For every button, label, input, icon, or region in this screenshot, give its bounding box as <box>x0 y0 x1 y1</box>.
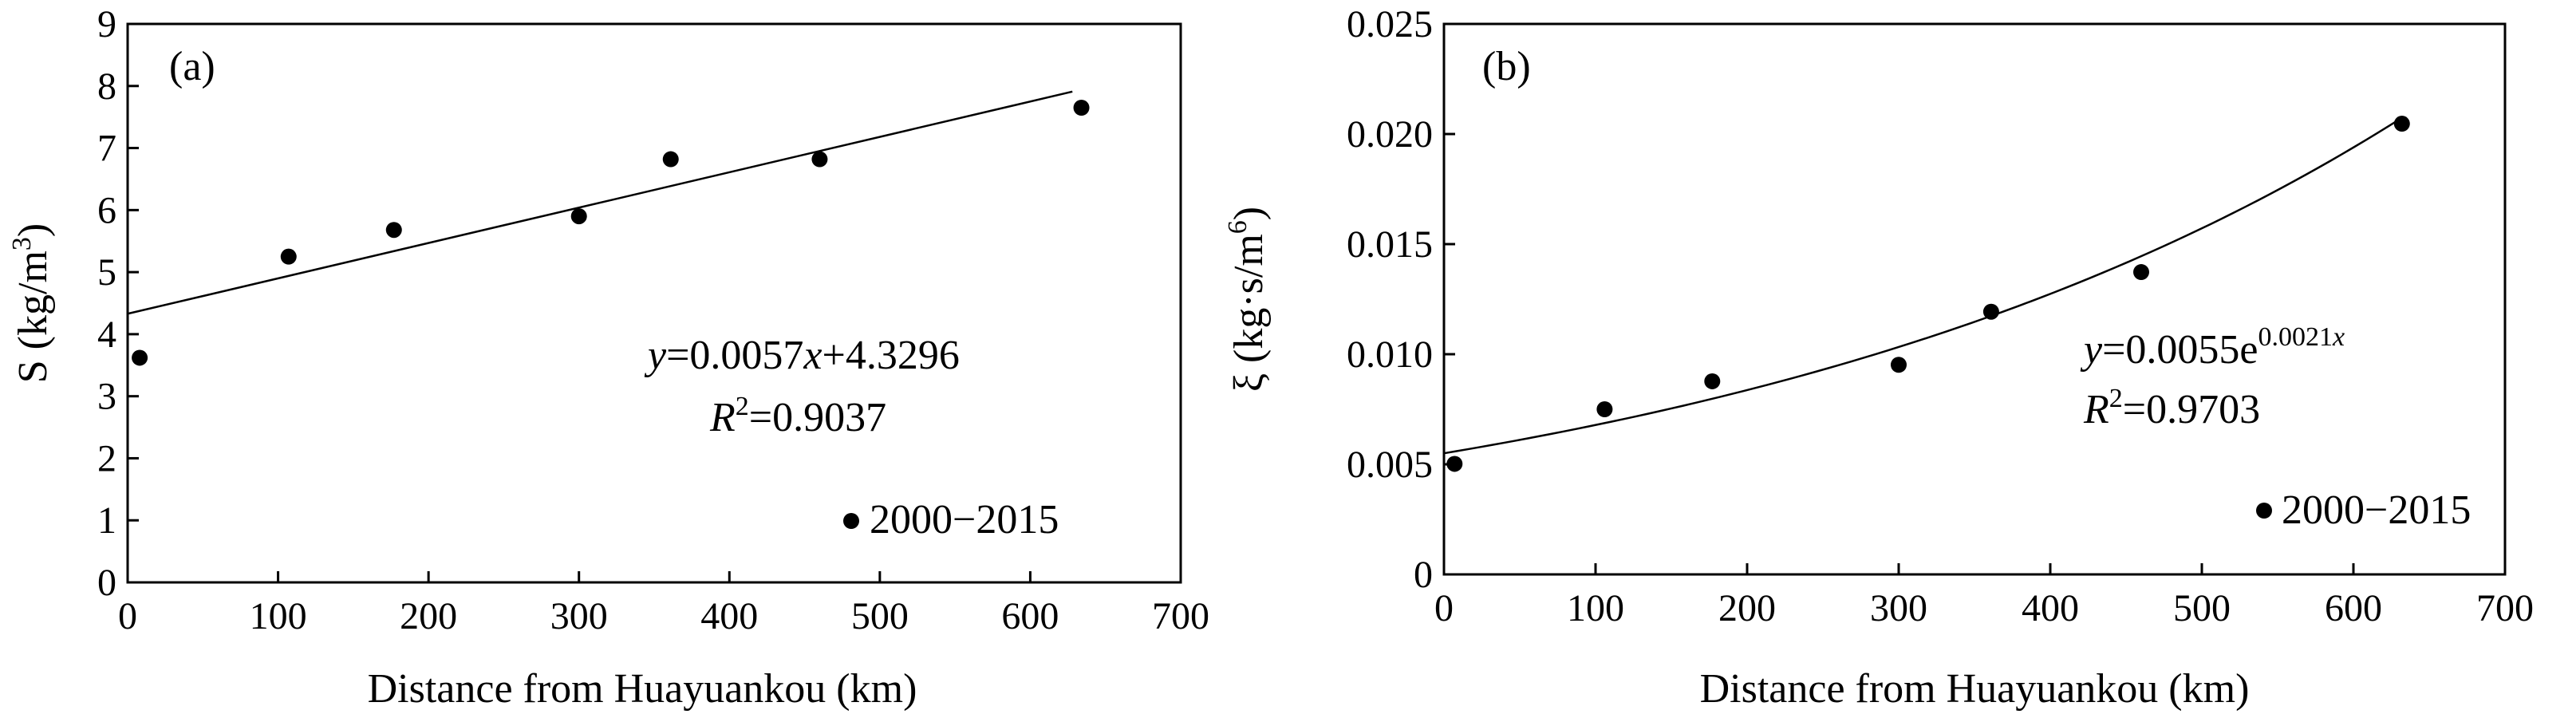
y-tick-label: 0.005 <box>1347 444 1433 486</box>
y-tick-label: 8 <box>97 65 116 108</box>
x-axis-ticks-a: 0 100 200 300 400 500 600 700 <box>118 571 1209 637</box>
regression-curve <box>1443 116 2403 455</box>
y-axis-label-a: S (kg/m3) <box>7 223 56 383</box>
y-axis-label-b: ξ (kg·s/m6) <box>1223 207 1272 392</box>
x-tick-label: 400 <box>2022 587 2079 629</box>
equation-x-b: x <box>2332 322 2345 352</box>
data-point <box>132 349 148 366</box>
y-tick-label: 5 <box>97 251 116 294</box>
equation-line1-b: y=0.0055e0.0021x <box>2080 322 2345 373</box>
fit-curve-b <box>1443 116 2403 455</box>
x-tick-label: 100 <box>250 595 307 637</box>
plot-frame-a <box>126 22 1182 584</box>
x-tick-label: 100 <box>1567 587 1624 629</box>
y-tick-label: 0.015 <box>1347 223 1433 266</box>
x-tick-label: 200 <box>400 595 457 637</box>
y-tick-label: 4 <box>97 314 116 356</box>
data-points-b <box>1446 116 2410 472</box>
legend-marker-b <box>2256 503 2272 519</box>
y-tick-label: 0 <box>97 562 116 604</box>
x-tick-label: 600 <box>2325 587 2382 629</box>
data-point <box>280 248 297 265</box>
data-points-a <box>132 100 1090 366</box>
x-tick-label: 700 <box>2476 587 2534 629</box>
data-point <box>2393 116 2410 132</box>
fit-line-a <box>127 90 1073 315</box>
data-point <box>1704 373 1721 389</box>
equation-line2-b: R2=0.9703 <box>2083 384 2260 432</box>
panel-label-a: (a) <box>169 44 215 89</box>
r-squared-sup-b: 2 <box>2109 384 2123 413</box>
y-tick-label: 3 <box>97 376 116 418</box>
x-tick-label: 500 <box>2173 587 2231 629</box>
r-symbol-b: R <box>2083 387 2109 432</box>
legend-label-a: 2000−2015 <box>870 497 1059 542</box>
legend-marker-a <box>843 513 859 529</box>
x-axis-ticks-b: 0 100 200 300 400 500 600 700 <box>1434 563 2534 629</box>
y-tick-label: 6 <box>97 189 116 231</box>
data-point <box>1596 401 1613 417</box>
y-tick-label: 0.020 <box>1347 113 1433 156</box>
x-axis-label-a: Distance from Huayuankou (km) <box>368 666 917 712</box>
x-tick-label: 300 <box>550 595 608 637</box>
panel-label-b: (b) <box>1482 44 1531 89</box>
x-tick-label: 300 <box>1870 587 1927 629</box>
data-point <box>1891 357 1907 373</box>
data-point <box>662 151 679 168</box>
equation-y-a: y <box>644 333 667 378</box>
equation-slope-a: =0.0057 <box>666 333 803 378</box>
equation-intercept-a: +4.3296 <box>823 333 960 378</box>
data-point <box>2133 264 2149 281</box>
x-tick-label: 400 <box>700 595 758 637</box>
r-symbol-a: R <box>709 395 736 440</box>
equation-x-a: x <box>803 333 822 378</box>
data-point <box>385 222 402 239</box>
data-point <box>570 208 587 225</box>
y-tick-label: 9 <box>97 3 116 45</box>
x-tick-label: 600 <box>1001 595 1059 637</box>
equation-base-b: =0.0055e <box>2102 327 2258 373</box>
data-point <box>811 151 828 168</box>
data-point <box>1446 456 1463 472</box>
equation-y-b: y <box>2080 327 2103 373</box>
equation-exponent-b: 0.0021 <box>2258 322 2333 352</box>
y-axis-ticks-a: 0 1 2 3 4 5 6 7 8 9 <box>97 3 139 604</box>
regression-line <box>127 90 1073 315</box>
x-axis-label-b: Distance from Huayuankou (km) <box>1700 666 2250 712</box>
y-tick-label: 2 <box>97 437 116 479</box>
data-point <box>1073 100 1090 116</box>
x-tick-label: 200 <box>1718 587 1776 629</box>
y-tick-label: 7 <box>97 128 116 170</box>
r-squared-sup-a: 2 <box>736 392 749 421</box>
y-tick-label: 0.010 <box>1347 333 1433 376</box>
equation-line1-a: y=0.0057x+4.3296 <box>644 333 960 378</box>
panel-b: 0 100 200 300 400 500 600 700 00.0050.0100.0150… <box>1223 3 2534 712</box>
r-squared-value-b: =0.9703 <box>2123 387 2260 432</box>
y-tick-label: 0 <box>1414 554 1433 596</box>
r-squared-value-a: =0.9037 <box>749 395 886 440</box>
data-point <box>1982 303 1999 320</box>
x-tick-label: 0 <box>118 595 137 637</box>
y-axis-ticks-b: 0 0.005 0.010 0.015 0.020 0.025 <box>1347 3 1455 596</box>
plot-frame-b <box>1442 22 2507 576</box>
y-tick-label: 1 <box>97 499 116 542</box>
x-tick-label: 700 <box>1152 595 1209 637</box>
x-tick-label: 0 <box>1434 587 1454 629</box>
x-tick-label: 500 <box>851 595 909 637</box>
legend-label-b: 2000−2015 <box>2282 487 2471 533</box>
equation-line2-a: R2=0.9037 <box>709 392 886 440</box>
y-tick-label: 0.025 <box>1347 3 1433 45</box>
